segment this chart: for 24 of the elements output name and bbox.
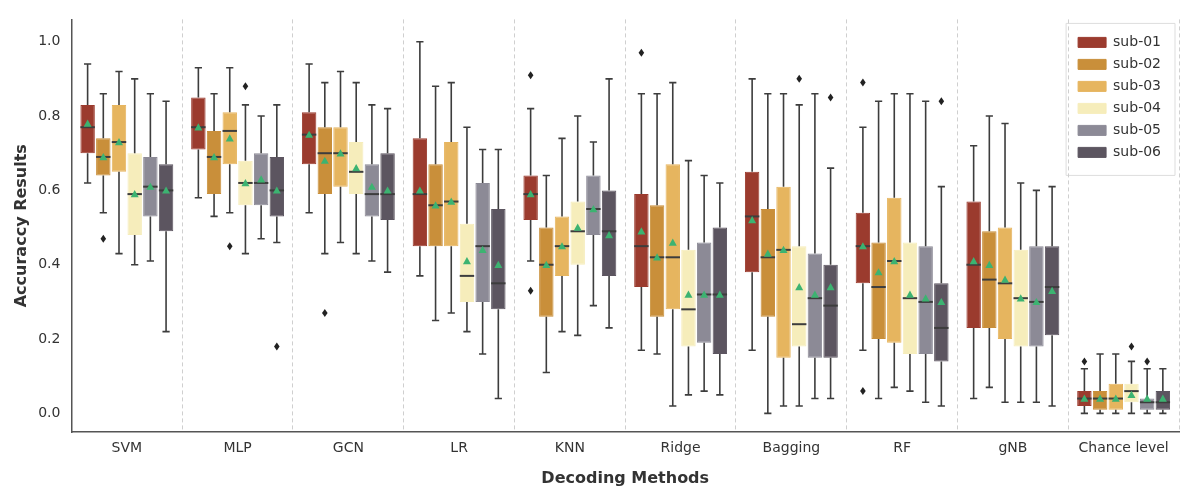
y-axis-title: Accuraccy Results	[10, 144, 30, 308]
legend-label: sub-05	[1113, 121, 1161, 138]
x-tick-label: RF	[893, 439, 912, 456]
y-tick-label: 0.8	[38, 106, 61, 123]
x-tick-label: gNB	[998, 439, 1028, 456]
x-tick-label: Bagging	[762, 439, 821, 456]
y-tick-label: 0.0	[38, 404, 61, 421]
y-tick-label: 0.6	[38, 181, 61, 198]
x-tick-label: Ridge	[660, 439, 701, 456]
legend-label: sub-01	[1113, 33, 1161, 50]
x-tick-label: SVM	[111, 439, 143, 456]
x-tick-label: Chance level	[1078, 439, 1169, 456]
legend-label: sub-03	[1113, 77, 1161, 94]
legend-label: sub-02	[1113, 55, 1161, 72]
x-tick-label: GCN	[332, 439, 364, 456]
x-tick-label: MLP	[223, 439, 252, 456]
x-tick-label: KNN	[554, 439, 585, 456]
legend-label: sub-06	[1113, 143, 1162, 160]
legend-label: sub-04	[1113, 99, 1162, 116]
y-tick-label: 0.4	[38, 255, 61, 272]
y-tick-label: 0.2	[38, 329, 61, 346]
x-tick-label: LR	[450, 439, 469, 456]
y-tick-label: 1.0	[38, 32, 61, 49]
x-axis-title: Decoding Methods	[541, 467, 710, 487]
